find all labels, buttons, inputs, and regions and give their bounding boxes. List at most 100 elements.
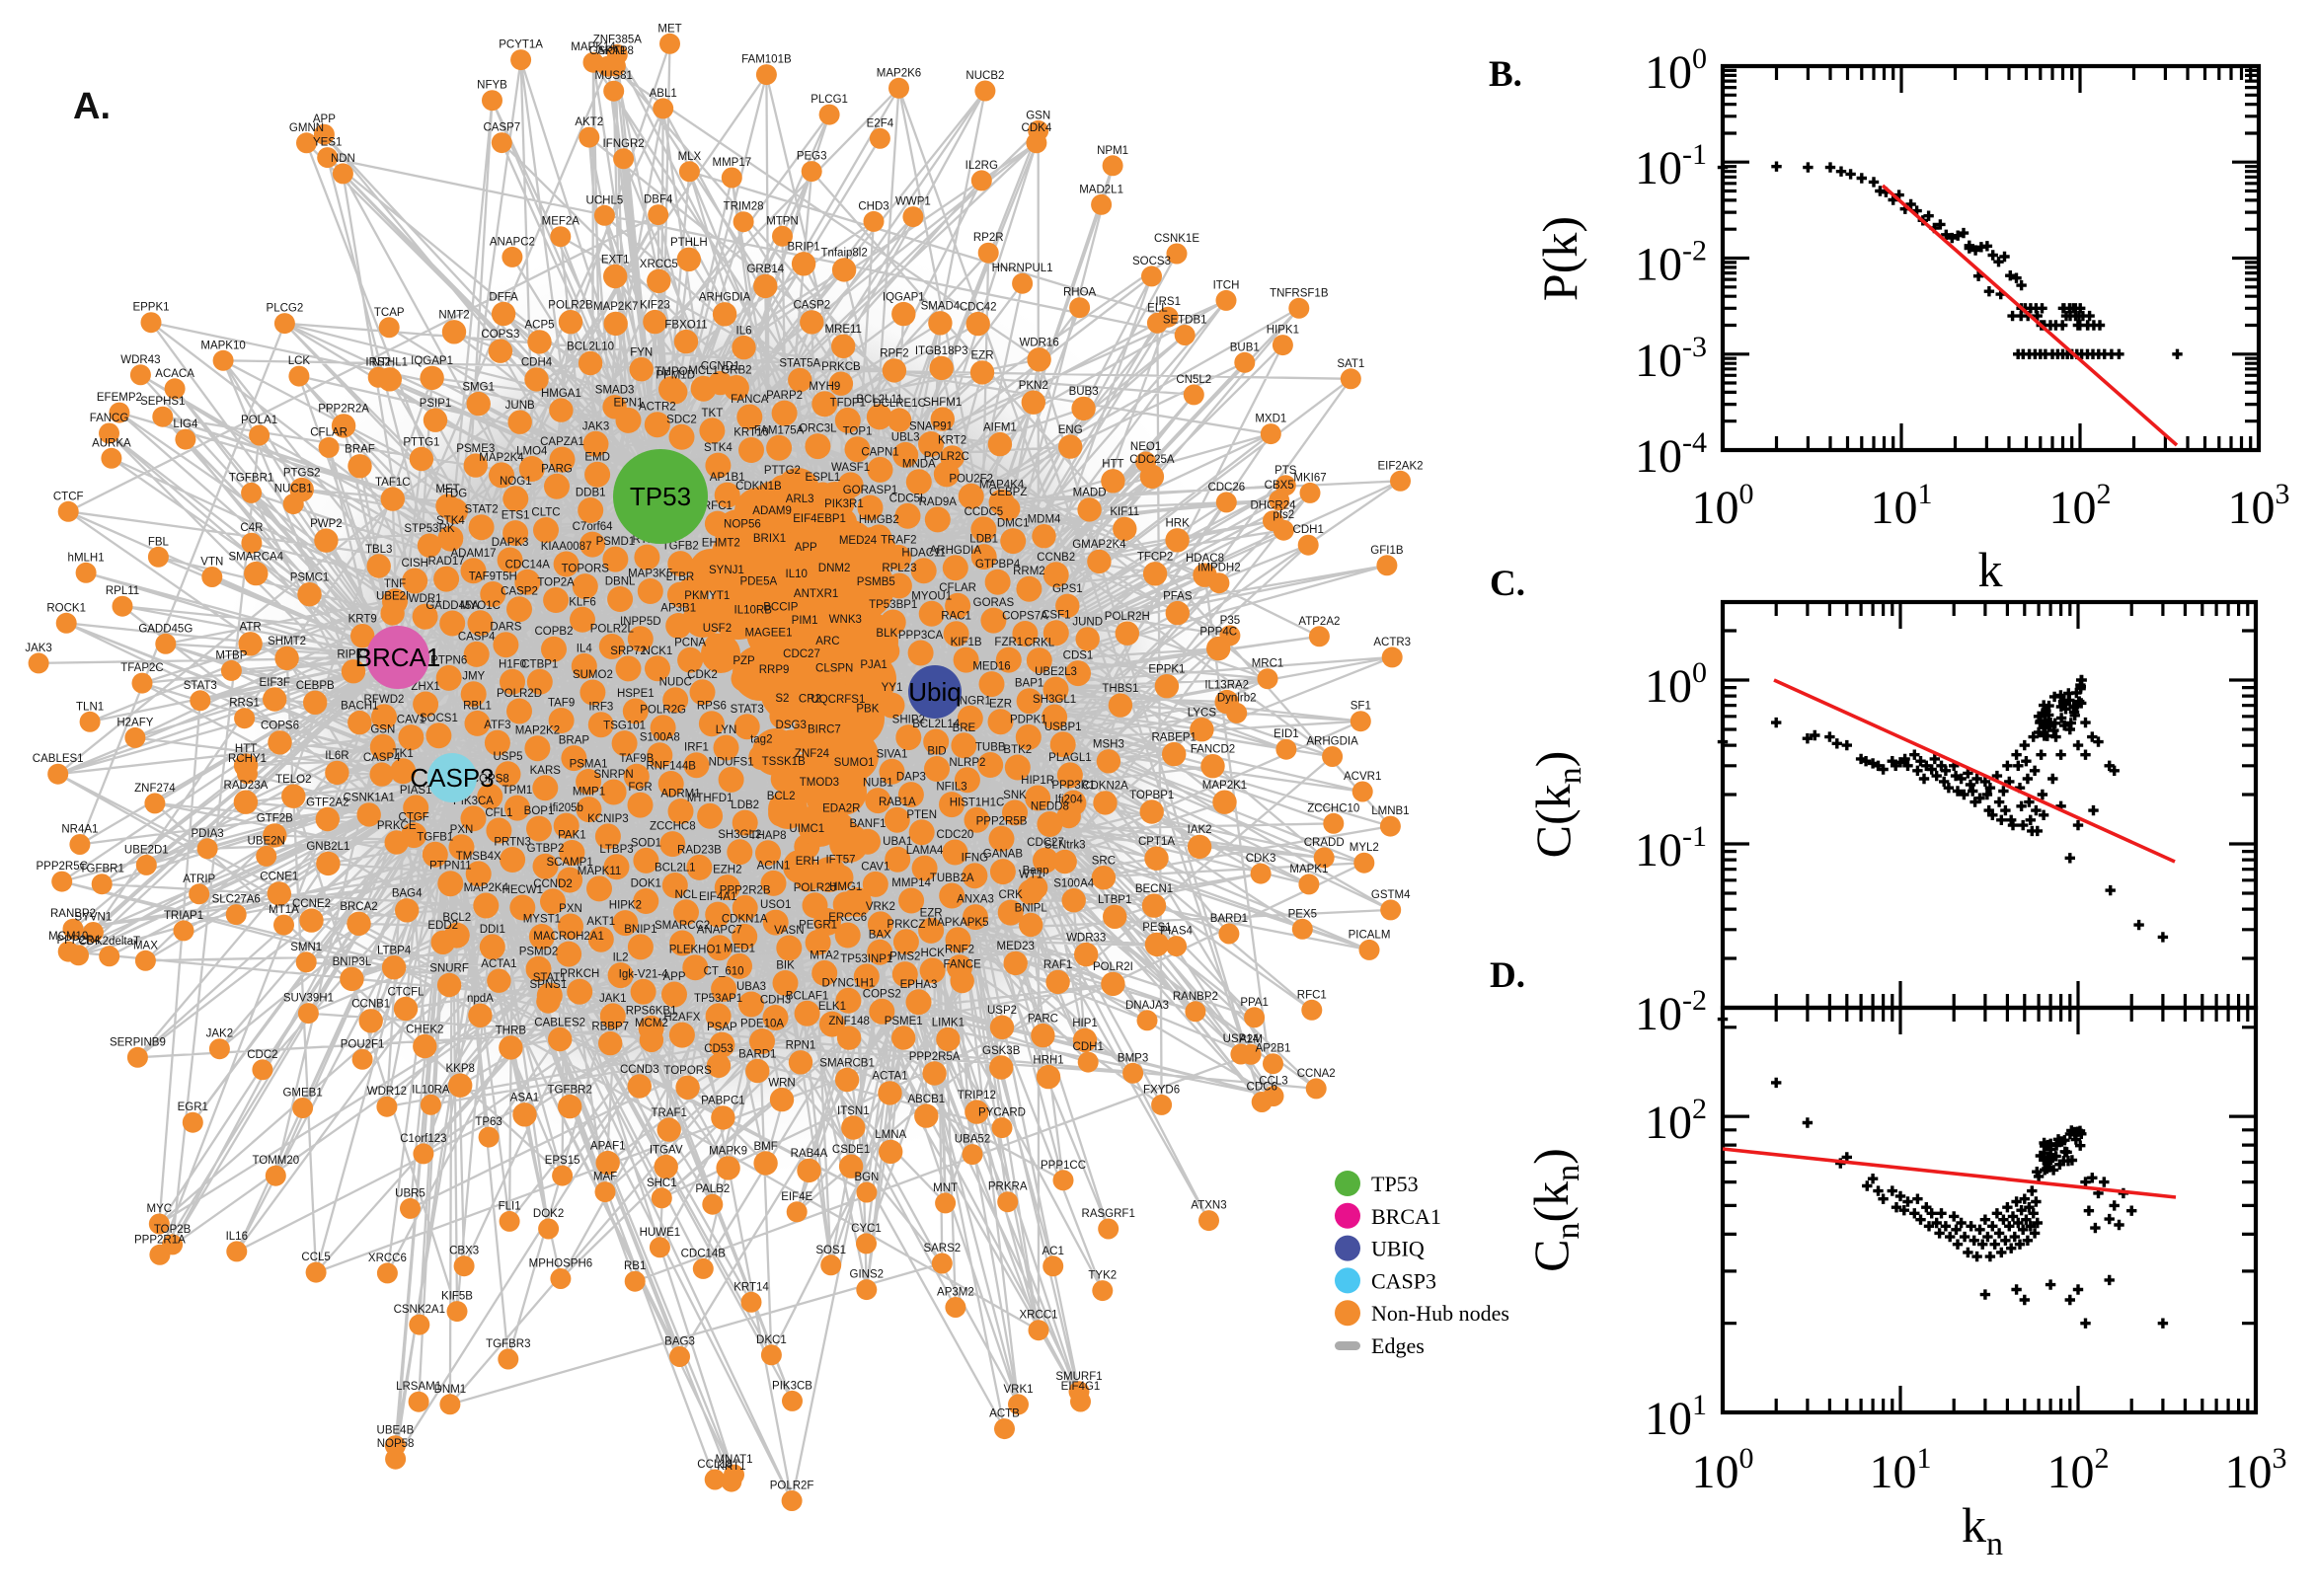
svg-text:DNM2: DNM2 xyxy=(818,563,851,574)
svg-text:H2AFX: H2AFX xyxy=(663,1012,700,1024)
svg-text:PIK3R1: PIK3R1 xyxy=(824,498,864,510)
svg-text:ACP5: ACP5 xyxy=(524,320,554,332)
svg-text:MAD2L1: MAD2L1 xyxy=(1079,184,1123,195)
svg-text:ETS1: ETS1 xyxy=(502,510,530,522)
svg-text:KCNIP3: KCNIP3 xyxy=(587,813,629,825)
svg-text:RPL11: RPL11 xyxy=(106,585,139,597)
svg-text:MAP2K7: MAP2K7 xyxy=(593,301,638,313)
svg-text:TAF9T5H: TAF9T5H xyxy=(469,571,517,583)
svg-text:HTT: HTT xyxy=(235,743,257,755)
svg-text:RABEP1: RABEP1 xyxy=(1152,731,1197,743)
svg-text:NOG1: NOG1 xyxy=(500,476,532,488)
svg-text:PCNA: PCNA xyxy=(674,637,706,648)
svg-text:BNIP3L: BNIP3L xyxy=(333,956,372,968)
svg-text:EZR: EZR xyxy=(971,350,994,362)
svg-text:PLCG1: PLCG1 xyxy=(811,94,848,106)
svg-text:ELL: ELL xyxy=(1147,302,1168,314)
svg-text:HIP1: HIP1 xyxy=(1072,1018,1098,1029)
svg-text:GSTM4: GSTM4 xyxy=(1371,889,1411,901)
svg-text:GADD45G: GADD45G xyxy=(138,623,193,635)
svg-text:TSG101: TSG101 xyxy=(603,721,646,732)
svg-text:IL10RB: IL10RB xyxy=(734,604,773,616)
svg-text:SDC2: SDC2 xyxy=(666,414,697,425)
svg-text:EIF3F: EIF3F xyxy=(260,677,290,689)
svg-text:EZH2: EZH2 xyxy=(713,865,741,876)
svg-text:CN5L2: CN5L2 xyxy=(1176,374,1211,386)
svg-text:GNB2L1: GNB2L1 xyxy=(306,841,349,853)
svg-text:IRF1: IRF1 xyxy=(684,742,709,754)
svg-text:TFDP1: TFDP1 xyxy=(830,397,866,409)
svg-text:CSNK1A1: CSNK1A1 xyxy=(343,793,394,804)
svg-text:ANTXR1: ANTXR1 xyxy=(794,588,838,600)
svg-text:PRKRA: PRKRA xyxy=(988,1181,1028,1193)
svg-text:DFFA: DFFA xyxy=(489,291,518,303)
svg-text:CYC1: CYC1 xyxy=(851,1223,882,1235)
svg-text:AIFM1: AIFM1 xyxy=(983,421,1017,433)
svg-text:NR4A1: NR4A1 xyxy=(61,824,98,836)
svg-text:RFC1: RFC1 xyxy=(1297,989,1327,1001)
svg-text:HMGB2: HMGB2 xyxy=(859,514,899,526)
svg-text:SHFM1: SHFM1 xyxy=(923,397,962,409)
svg-text:PSMD1: PSMD1 xyxy=(596,536,636,548)
svg-text:PPP1CC: PPP1CC xyxy=(1041,1160,1086,1172)
svg-text:NOP58: NOP58 xyxy=(377,1438,415,1450)
svg-text:MT1A: MT1A xyxy=(269,904,299,916)
svg-text:UBA52: UBA52 xyxy=(955,1134,990,1146)
svg-text:EGR1: EGR1 xyxy=(178,1102,208,1113)
svg-text:CDK2: CDK2 xyxy=(687,669,718,681)
svg-text:LAMA4: LAMA4 xyxy=(906,845,944,857)
svg-text:CDC27: CDC27 xyxy=(783,648,820,660)
svg-text:GTF2A2: GTF2A2 xyxy=(306,797,348,808)
svg-text:PMS2: PMS2 xyxy=(889,951,920,963)
svg-text:PICALM: PICALM xyxy=(1349,929,1391,941)
svg-text:HDAC8: HDAC8 xyxy=(1186,553,1224,565)
svg-text:RANBP2: RANBP2 xyxy=(50,908,96,920)
svg-text:APP: APP xyxy=(313,114,336,125)
svg-text:PABPC1: PABPC1 xyxy=(701,1096,745,1107)
svg-text:CSDE1: CSDE1 xyxy=(832,1144,870,1156)
svg-text:TP53BP1: TP53BP1 xyxy=(869,599,917,611)
svg-text:SHC1: SHC1 xyxy=(647,1178,677,1189)
svg-text:HIPK1: HIPK1 xyxy=(1267,325,1299,337)
svg-text:AKT2: AKT2 xyxy=(575,116,603,128)
svg-text:TP53: TP53 xyxy=(1371,1172,1419,1196)
svg-text:S100A8: S100A8 xyxy=(640,732,680,744)
svg-text:CASP2: CASP2 xyxy=(501,586,538,598)
svg-text:GTPBP4: GTPBP4 xyxy=(975,559,1021,570)
svg-text:RAB4A: RAB4A xyxy=(791,1148,828,1160)
svg-text:CDC6: CDC6 xyxy=(1247,1082,1277,1094)
svg-text:EPN1: EPN1 xyxy=(613,397,643,409)
svg-text:Ifi204: Ifi204 xyxy=(1055,794,1084,805)
svg-text:LDB1: LDB1 xyxy=(969,534,998,546)
svg-text:RRP9: RRP9 xyxy=(759,664,790,676)
svg-text:SEPHS1: SEPHS1 xyxy=(140,396,185,408)
svg-text:ADAM17: ADAM17 xyxy=(450,548,496,560)
svg-text:TNFRSF1B: TNFRSF1B xyxy=(1270,287,1329,299)
svg-text:HUWE1: HUWE1 xyxy=(640,1227,681,1239)
svg-text:BCL2L1: BCL2L1 xyxy=(655,863,696,874)
svg-text:GADD45A: GADD45A xyxy=(425,600,479,612)
svg-text:C(kn): C(kn) xyxy=(1525,751,1588,859)
svg-text:TOPBP1: TOPBP1 xyxy=(1129,790,1174,801)
svg-text:NEO1: NEO1 xyxy=(1130,441,1161,453)
svg-text:PRTN3: PRTN3 xyxy=(494,837,531,849)
svg-text:B.: B. xyxy=(1489,54,1522,95)
svg-text:RBL1: RBL1 xyxy=(463,700,492,712)
svg-text:CDH1: CDH1 xyxy=(1293,524,1324,536)
svg-text:DMC1: DMC1 xyxy=(997,518,1030,530)
svg-text:GSN: GSN xyxy=(1026,110,1050,121)
svg-text:MAGEE1: MAGEE1 xyxy=(745,628,793,640)
svg-text:CDC42: CDC42 xyxy=(960,301,997,313)
svg-text:CHEK2: CHEK2 xyxy=(406,1024,443,1035)
svg-text:CDC14B: CDC14B xyxy=(681,1248,727,1259)
svg-text:A2M: A2M xyxy=(1239,1033,1263,1045)
svg-text:PRKCE: PRKCE xyxy=(377,820,417,832)
svg-text:MLX: MLX xyxy=(678,151,702,163)
svg-text:CSNK1E: CSNK1E xyxy=(1154,233,1199,245)
svg-text:EIF4E: EIF4E xyxy=(781,1191,812,1203)
svg-text:D.: D. xyxy=(1490,955,1525,996)
svg-text:LDB2: LDB2 xyxy=(731,799,759,811)
svg-text:PALB2: PALB2 xyxy=(695,1183,730,1195)
svg-text:FANCD2: FANCD2 xyxy=(1191,744,1235,756)
svg-text:PDIA3: PDIA3 xyxy=(191,828,223,840)
